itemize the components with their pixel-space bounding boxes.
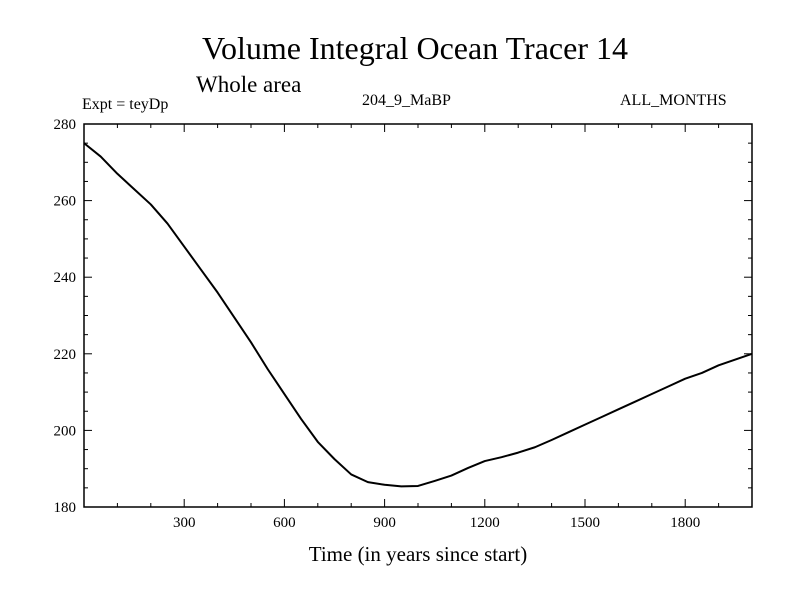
x-tick-label: 1200 — [470, 515, 500, 531]
y-tick-label: 220 — [54, 347, 77, 363]
axis-tick-labels: 300 600 900 1200 1500 1800 180 200 220 240 260 280 — [54, 117, 701, 531]
y-tick-label: 180 — [54, 500, 77, 516]
x-axis-label: Time (in years since start) — [308, 542, 528, 566]
chart-title: Volume Integral Ocean Tracer 14 — [202, 30, 628, 66]
y-tick-label: 280 — [54, 117, 77, 133]
y-tick-label: 260 — [54, 194, 77, 210]
y-tick-label: 240 — [54, 270, 77, 286]
x-tick-label: 1800 — [670, 515, 700, 531]
axis-ticks — [84, 123, 752, 508]
x-tick-label: 1500 — [570, 515, 600, 531]
period-label: 204_9_MaBP — [362, 92, 451, 109]
months-label: ALL_MONTHS — [620, 92, 727, 109]
experiment-label: Expt = teyDp — [82, 96, 169, 113]
x-tick-label: 900 — [373, 515, 396, 531]
x-tick-label: 600 — [273, 515, 296, 531]
plot-frame — [83, 123, 753, 508]
series-line — [83, 142, 753, 488]
y-tick-label: 200 — [54, 423, 77, 439]
chart-subtitle: Whole area — [196, 72, 302, 97]
x-tick-label: 300 — [173, 515, 196, 531]
